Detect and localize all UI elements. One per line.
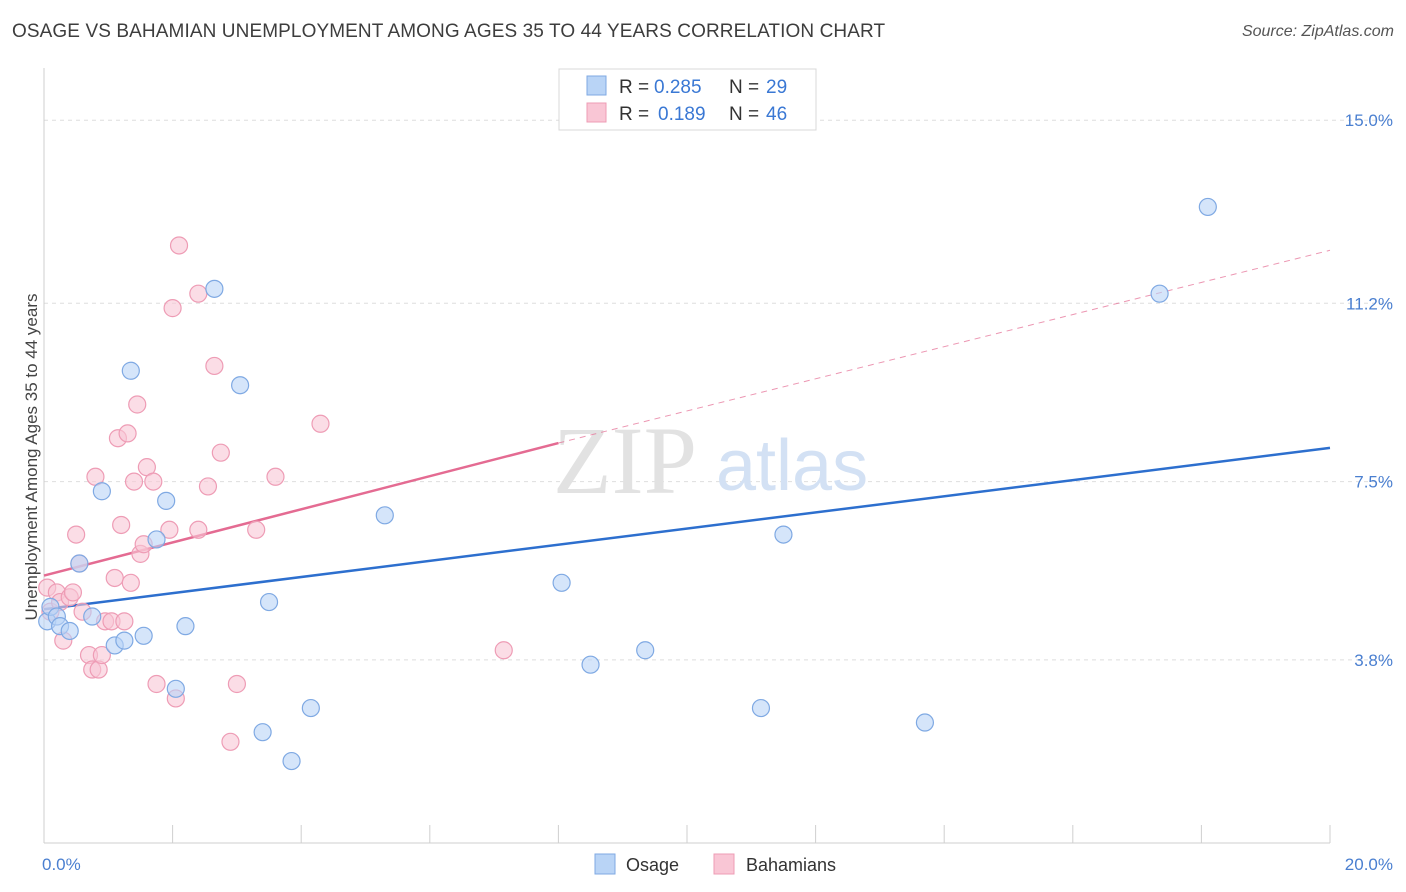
- bottom-legend-bahamians: Bahamians: [746, 855, 836, 875]
- trend-line-osage: [43, 446, 1331, 611]
- bahamians-point: [227, 674, 246, 694]
- osage-point: [92, 482, 111, 501]
- legend-r-label: R =: [619, 77, 649, 98]
- bahamians-point: [144, 472, 163, 491]
- legend-n-label: N =: [729, 77, 759, 98]
- bahamians-point: [169, 236, 189, 255]
- y-tick-label: 11.2%: [1346, 294, 1393, 313]
- bahamians-point: [92, 645, 111, 665]
- osage-point: [83, 607, 102, 626]
- y-tick-label: 3.8%: [1354, 651, 1393, 670]
- bahamians-point: [221, 732, 240, 751]
- axes: [43, 68, 1331, 844]
- bahamians-point: [198, 477, 218, 496]
- bottom-legend-swatch-bahamians: [713, 853, 735, 875]
- osage-point: [259, 592, 279, 612]
- chart-title: OSAGE VS BAHAMIAN UNEMPLOYMENT AMONG AGE…: [12, 21, 886, 42]
- trend-lines: [43, 249, 1331, 611]
- osage-point: [915, 713, 935, 732]
- legend-bahamians-r: 0.189: [658, 104, 706, 125]
- x-tick-labels: 0.0% 20.0%: [42, 855, 1393, 874]
- legend-n-label: N =: [729, 104, 759, 125]
- bottom-legend-osage: Osage: [626, 855, 679, 875]
- osage-point: [231, 376, 250, 395]
- watermark-zip: ZIP: [553, 407, 697, 514]
- bahamians-point: [160, 520, 179, 539]
- bottom-legend: Osage Bahamians: [594, 853, 836, 875]
- top-legend: R = 0.285 N = 29 R = 0.189 N = 46: [558, 68, 817, 131]
- osage-point: [134, 626, 153, 645]
- bahamians-point: [311, 414, 330, 433]
- bahamians-point: [163, 299, 182, 318]
- y-tick-label: 7.5%: [1354, 473, 1393, 492]
- source-label: Source: ZipAtlas.com: [1241, 23, 1394, 40]
- osage-point: [176, 617, 195, 636]
- bahamians-point: [189, 284, 208, 303]
- osage-point: [1198, 197, 1217, 217]
- bahamians-point: [112, 515, 131, 535]
- bahamians-point: [124, 472, 144, 491]
- bahamians-point: [115, 612, 134, 631]
- bahamians-point: [147, 674, 166, 694]
- osage-point: [157, 491, 176, 510]
- osage-point: [375, 506, 394, 525]
- trend-line-bahamians-extension: [558, 249, 1331, 444]
- legend-swatch-bahamians: [586, 102, 607, 123]
- bahamians-point: [247, 520, 266, 539]
- bahamians-point: [121, 573, 140, 592]
- osage-point: [115, 631, 134, 650]
- bahamians-point: [67, 525, 86, 544]
- osage-point: [60, 621, 79, 641]
- watermark: ZIP atlas: [553, 407, 868, 514]
- osage-point: [301, 698, 320, 718]
- series-osage-points: [38, 197, 1217, 771]
- legend-swatch-osage: [586, 75, 607, 96]
- x-tick-label: 20.0%: [1345, 855, 1393, 874]
- bahamians-point: [494, 641, 513, 660]
- bahamians-point: [128, 395, 147, 414]
- osage-point: [70, 554, 89, 573]
- legend-osage-n: 29: [766, 77, 787, 98]
- x-tick-label: 0.0%: [42, 855, 81, 874]
- y-axis-label: Unemployment Among Ages 35 to 44 years: [22, 294, 41, 621]
- osage-point: [147, 530, 166, 549]
- legend-bahamians-n: 46: [766, 104, 787, 125]
- osage-point: [166, 679, 185, 698]
- bahamians-point: [211, 443, 230, 462]
- bahamians-point: [189, 520, 208, 539]
- osage-point: [205, 279, 224, 298]
- osage-point: [774, 525, 793, 544]
- osage-point: [282, 751, 301, 771]
- osage-point: [636, 641, 655, 660]
- osage-point: [1150, 284, 1169, 303]
- y-tick-label: 15.0%: [1345, 111, 1393, 130]
- osage-point: [581, 655, 600, 674]
- bahamians-point: [205, 356, 224, 376]
- legend-osage-r: 0.285: [654, 77, 702, 98]
- osage-point: [751, 698, 771, 718]
- legend-r-label: R =: [619, 104, 649, 125]
- osage-point: [552, 573, 571, 592]
- osage-point: [253, 723, 272, 742]
- bottom-legend-swatch-osage: [594, 853, 616, 875]
- bahamians-point: [63, 583, 83, 602]
- bahamians-point: [105, 568, 124, 588]
- watermark-atlas: atlas: [716, 426, 868, 506]
- bahamians-point: [266, 467, 285, 486]
- y-tick-labels: 3.8% 7.5% 11.2% 15.0%: [1345, 111, 1393, 670]
- osage-point: [121, 361, 140, 380]
- bahamians-point: [118, 424, 137, 443]
- trend-line-bahamians: [43, 441, 559, 577]
